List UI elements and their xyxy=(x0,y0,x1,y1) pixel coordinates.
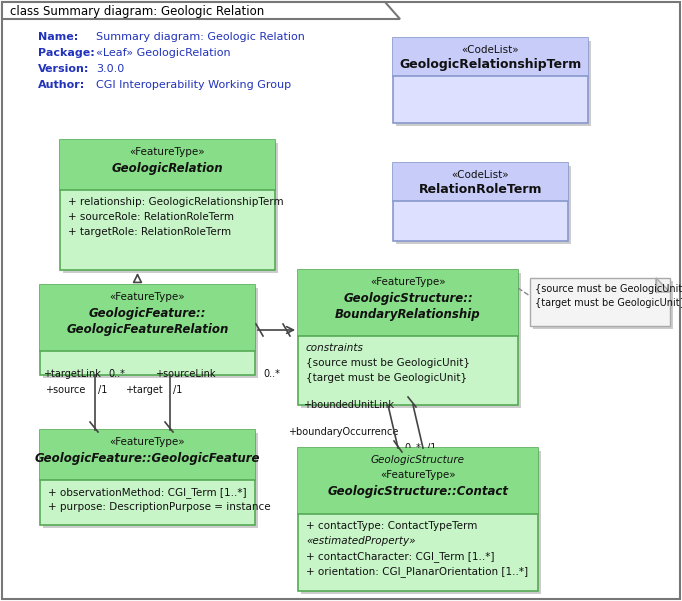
Text: 0..*: 0..* xyxy=(263,369,280,379)
Text: +boundaryOccurrence: +boundaryOccurrence xyxy=(288,427,398,437)
Text: «FeatureType»: «FeatureType» xyxy=(110,437,186,447)
Text: «FeatureType»: «FeatureType» xyxy=(370,277,446,287)
Text: + orientation: CGI_PlanarOrientation [1..*]: + orientation: CGI_PlanarOrientation [1.… xyxy=(306,566,528,577)
FancyBboxPatch shape xyxy=(301,273,521,408)
Polygon shape xyxy=(656,278,670,292)
Text: GeologicStructure::Contact: GeologicStructure::Contact xyxy=(327,485,509,498)
FancyBboxPatch shape xyxy=(63,143,278,273)
FancyBboxPatch shape xyxy=(298,448,538,591)
FancyBboxPatch shape xyxy=(396,41,591,126)
Text: /1: /1 xyxy=(427,443,436,453)
Text: {target must be GeologicUnit}: {target must be GeologicUnit} xyxy=(535,298,682,308)
Text: 3.0.0: 3.0.0 xyxy=(96,64,124,74)
Text: +source: +source xyxy=(45,385,85,395)
Text: +target: +target xyxy=(125,385,163,395)
Text: class Summary diagram: Geologic Relation: class Summary diagram: Geologic Relation xyxy=(10,4,264,17)
Text: «Leaf» GeologicRelation: «Leaf» GeologicRelation xyxy=(96,48,231,58)
Text: GeologicStructure::: GeologicStructure:: xyxy=(343,292,473,305)
Text: Name:: Name: xyxy=(38,32,78,42)
FancyBboxPatch shape xyxy=(393,163,568,201)
Text: «FeatureType»: «FeatureType» xyxy=(130,147,205,157)
FancyBboxPatch shape xyxy=(40,285,255,351)
FancyBboxPatch shape xyxy=(298,270,518,405)
Text: +sourceLink: +sourceLink xyxy=(155,369,216,379)
Text: GeologicStructure: GeologicStructure xyxy=(371,455,465,465)
Text: GeologicRelationshipTerm: GeologicRelationshipTerm xyxy=(400,58,582,71)
FancyBboxPatch shape xyxy=(393,38,588,123)
Text: + relationship: GeologicRelationshipTerm: + relationship: GeologicRelationshipTerm xyxy=(68,197,284,207)
FancyBboxPatch shape xyxy=(40,430,255,525)
FancyBboxPatch shape xyxy=(60,140,275,190)
Polygon shape xyxy=(2,2,400,19)
FancyBboxPatch shape xyxy=(298,270,518,336)
Text: + targetRole: RelationRoleTerm: + targetRole: RelationRoleTerm xyxy=(68,227,231,237)
Text: GeologicRelation: GeologicRelation xyxy=(112,162,223,175)
FancyBboxPatch shape xyxy=(301,451,541,594)
Text: Version:: Version: xyxy=(38,64,89,74)
Text: GeologicFeatureRelation: GeologicFeatureRelation xyxy=(66,323,228,336)
FancyBboxPatch shape xyxy=(40,430,255,480)
Text: GeologicFeature::: GeologicFeature:: xyxy=(89,307,206,320)
Text: + contactType: ContactTypeTerm: + contactType: ContactTypeTerm xyxy=(306,521,477,531)
Text: «CodeList»: «CodeList» xyxy=(451,170,509,180)
FancyBboxPatch shape xyxy=(60,140,275,270)
Text: /1: /1 xyxy=(98,385,107,395)
Text: 0..*: 0..* xyxy=(108,369,125,379)
Text: constraints: constraints xyxy=(306,343,364,353)
FancyBboxPatch shape xyxy=(43,288,258,378)
FancyBboxPatch shape xyxy=(530,278,670,326)
Text: «FeatureType»: «FeatureType» xyxy=(380,470,456,480)
Text: BoundaryRelationship: BoundaryRelationship xyxy=(335,308,481,321)
Text: /1: /1 xyxy=(173,385,182,395)
Text: {source must be GeologicUnit}: {source must be GeologicUnit} xyxy=(306,358,470,368)
FancyBboxPatch shape xyxy=(43,433,258,528)
Text: + observationMethod: CGI_Term [1..*]: + observationMethod: CGI_Term [1..*] xyxy=(48,487,247,498)
FancyBboxPatch shape xyxy=(393,38,588,76)
Text: «CodeList»: «CodeList» xyxy=(462,45,519,55)
Text: RelationRoleTerm: RelationRoleTerm xyxy=(419,183,542,196)
Text: 0..*: 0..* xyxy=(404,443,421,453)
Text: «estimatedProperty»: «estimatedProperty» xyxy=(306,536,415,546)
Text: Summary diagram: Geologic Relation: Summary diagram: Geologic Relation xyxy=(96,32,305,42)
Text: {source must be GeologicUnit}: {source must be GeologicUnit} xyxy=(535,284,682,294)
FancyBboxPatch shape xyxy=(393,163,568,241)
Text: + contactCharacter: CGI_Term [1..*]: + contactCharacter: CGI_Term [1..*] xyxy=(306,551,494,562)
Text: + purpose: DescriptionPurpose = instance: + purpose: DescriptionPurpose = instance xyxy=(48,502,271,512)
Text: {target must be GeologicUnit}: {target must be GeologicUnit} xyxy=(306,373,467,383)
Text: GeologicFeature::GeologicFeature: GeologicFeature::GeologicFeature xyxy=(35,452,261,465)
Text: Author:: Author: xyxy=(38,80,85,90)
FancyBboxPatch shape xyxy=(396,166,571,244)
Text: Package:: Package: xyxy=(38,48,95,58)
Text: CGI Interoperability Working Group: CGI Interoperability Working Group xyxy=(96,80,291,90)
FancyBboxPatch shape xyxy=(533,281,673,329)
FancyBboxPatch shape xyxy=(298,448,538,514)
Text: «FeatureType»: «FeatureType» xyxy=(110,292,186,302)
Text: + sourceRole: RelationRoleTerm: + sourceRole: RelationRoleTerm xyxy=(68,212,234,222)
FancyBboxPatch shape xyxy=(40,285,255,375)
Text: +targetLink: +targetLink xyxy=(43,369,101,379)
Text: +boundedUnitLink: +boundedUnitLink xyxy=(303,400,394,410)
